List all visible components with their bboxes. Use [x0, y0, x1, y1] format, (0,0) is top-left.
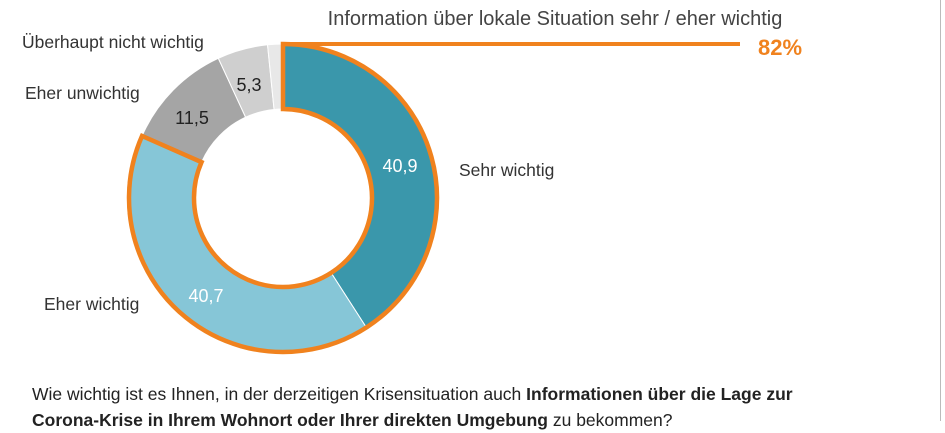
legend-label-sehr-wichtig: Sehr wichtig — [459, 160, 554, 180]
annotation-value: 82% — [758, 35, 802, 60]
question-part1: Wie wichtig ist es Ihnen, in der derzeit… — [32, 384, 527, 404]
question-part2: zu bekommen? — [547, 410, 673, 430]
value-label-ueberhaupt-nicht-wichtig: 5,3 — [236, 75, 261, 95]
legend-label-eher-unwichtig: Eher unwichtig — [25, 83, 140, 103]
legend-label-eher-wichtig: Eher wichtig — [44, 294, 139, 314]
value-label-sehr-wichtig: 40,9 — [382, 156, 417, 176]
question-text: Wie wichtig ist es Ihnen, in der derzeit… — [32, 381, 852, 433]
highlight-outline — [126, 41, 440, 355]
slice-eher-wichtig — [128, 135, 368, 353]
donut-chart: Information über lokale Situation sehr /… — [22, 8, 802, 355]
value-label-eher-wichtig: 40,7 — [188, 286, 223, 306]
right-border — [940, 0, 941, 421]
value-label-eher-unwichtig: 11,5 — [175, 108, 209, 128]
annotation-text: Information über lokale Situation sehr /… — [328, 8, 783, 30]
legend-label-ueberhaupt-nicht-wichtig: Überhaupt nicht wichtig — [22, 32, 204, 52]
